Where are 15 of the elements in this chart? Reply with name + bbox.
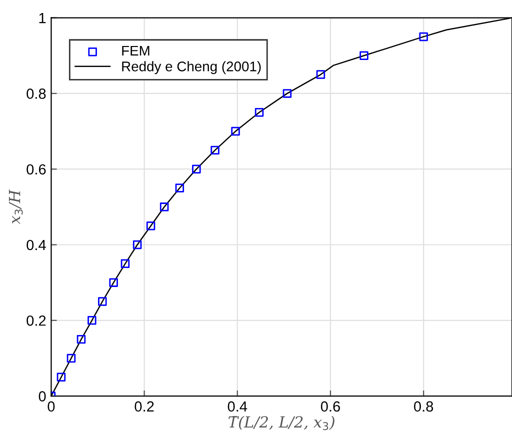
y-tick-label: 0.6: [26, 164, 46, 175]
x-axis-title: T̄(L/2, L/2, x$_{3}$): [228, 416, 334, 430]
y-axis-title: x$_{3}$/H: [8, 189, 23, 224]
y-tick-label: 0.2: [26, 316, 46, 326]
y-tick-label: 0.8: [26, 88, 46, 99]
y-tick-label: 1: [39, 13, 46, 24]
x-tick-label: 0: [48, 401, 55, 412]
x-tick-label: 0.6: [320, 401, 340, 412]
y-tick-label: 0.4: [26, 240, 46, 250]
x-tick-label: 0.8: [414, 401, 434, 412]
x-tick-label: 0.2: [134, 401, 154, 412]
x-tick-label: 0.4: [228, 401, 248, 412]
legend-label: FEM: [122, 46, 150, 56]
legend-label: Reddy e Cheng (2001): [122, 61, 261, 74]
y-tick-label: 0: [38, 391, 46, 402]
